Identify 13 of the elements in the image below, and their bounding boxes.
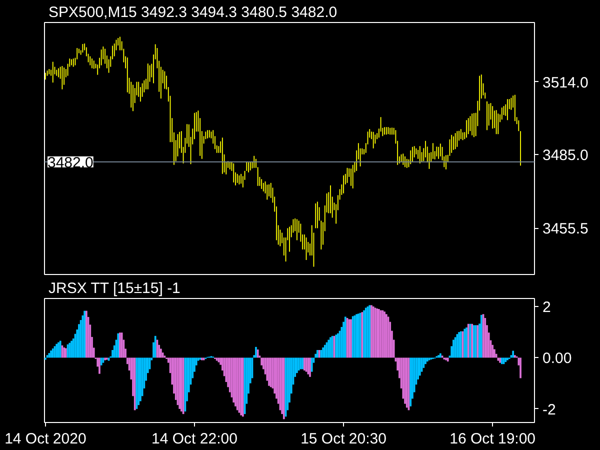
chart-title: SPX500,M15 3492.3 3494.3 3480.5 3482.0 [48,4,338,21]
y-tick-label: 3514.0 [542,74,588,92]
y-tick-label: 2 [542,298,551,316]
ref-line-label: 3482.0 [48,154,94,172]
x-tick-label: 15 Oct 20:30 [300,430,386,448]
x-tick-label: 16 Oct 19:00 [450,430,536,448]
y-tick-label: 3485.0 [542,146,588,164]
chart-title: JRSX TT [15±15] -1 [48,280,180,297]
x-tick-label: 14 Oct 2020 [4,430,86,448]
y-tick-label: 0.00 [542,350,572,368]
x-tick-label: 14 Oct 22:00 [152,430,238,448]
y-tick-label: 3455.5 [542,220,588,238]
y-tick-label: -2 [542,401,556,418]
